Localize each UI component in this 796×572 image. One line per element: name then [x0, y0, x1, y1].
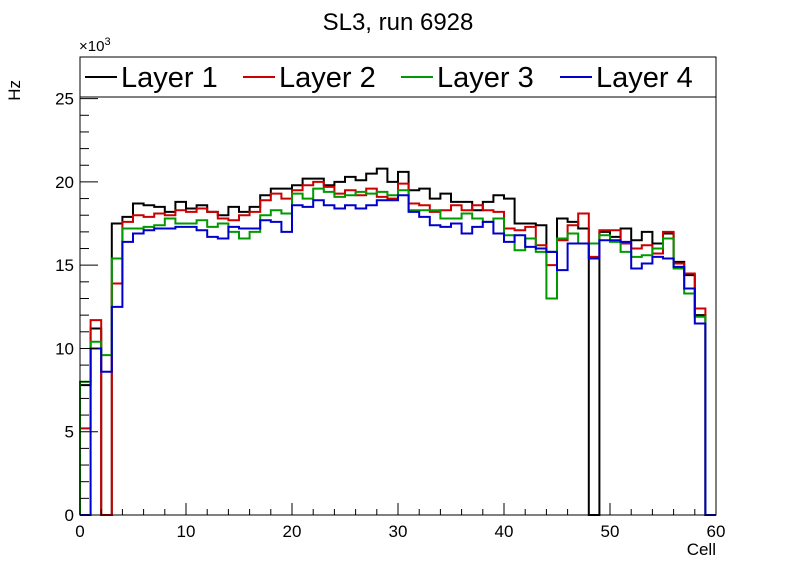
y-multiplier: ×103	[79, 36, 111, 55]
y-axis: 0 5 10 15 20 25	[55, 64, 98, 525]
y-tick-label: 5	[65, 423, 74, 442]
y-tick-label: 15	[55, 256, 74, 275]
legend-label-layer-2: Layer 2	[279, 62, 376, 94]
series-layer	[79, 167, 716, 516]
legend-box	[79, 56, 717, 98]
x-tick-label: 0	[75, 522, 84, 541]
x-axis-title: Cell	[687, 540, 716, 559]
legend: Layer 1 Layer 2 Layer 3 Layer 4	[79, 56, 717, 98]
series-line-layer-2	[79, 180, 716, 516]
y-multiplier-exp: 3	[104, 36, 110, 48]
x-axis: 0 10 20 30 40 50 60	[75, 503, 725, 541]
chart-title: SL3, run 6928	[323, 9, 474, 36]
legend-label-layer-1: Layer 1	[121, 62, 218, 94]
y-tick-label: 25	[55, 90, 74, 109]
y-tick-label: 0	[65, 506, 74, 525]
x-tick-label: 40	[495, 522, 514, 541]
series-line-layer-3	[79, 187, 716, 516]
y-axis-title: Hz	[5, 80, 24, 101]
series-line-layer-4	[80, 194, 716, 516]
y-tick-label: 10	[55, 339, 74, 358]
x-tick-label: 30	[389, 522, 408, 541]
y-tick-label: 20	[55, 173, 74, 192]
y-multiplier-base: ×10	[79, 38, 104, 55]
x-tick-label: 10	[177, 522, 196, 541]
legend-label-layer-3: Layer 3	[437, 62, 534, 94]
x-tick-label: 60	[707, 522, 726, 541]
x-tick-label: 20	[283, 522, 302, 541]
legend-label-layer-4: Layer 4	[596, 62, 693, 94]
x-tick-label: 50	[601, 522, 620, 541]
